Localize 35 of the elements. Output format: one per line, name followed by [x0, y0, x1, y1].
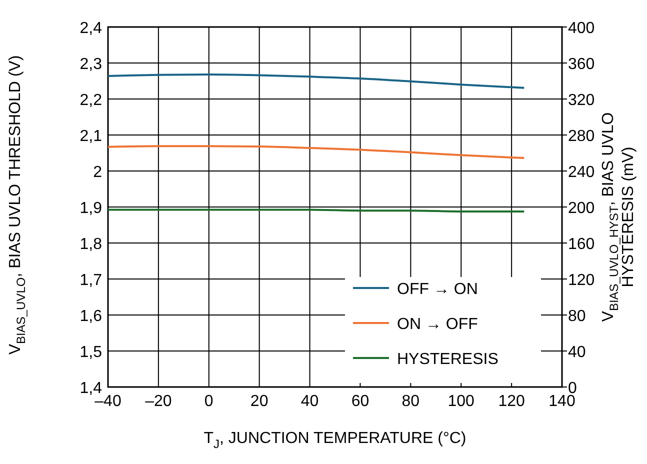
y2-tick-label: 80	[568, 308, 586, 325]
x-tick-label: 40	[300, 393, 319, 410]
line-series	[107, 74, 526, 89]
y2-tick-label: 240	[568, 164, 595, 181]
y-tick-label: 1,7	[80, 272, 102, 289]
y2-tick-label: 200	[568, 200, 595, 217]
x-tick-label: 120	[498, 393, 525, 410]
x-tick-label: 0	[204, 393, 214, 410]
y2-tick-label: 280	[568, 128, 595, 145]
legend-label: HYSTERESIS	[397, 351, 498, 368]
y-tick-label: 1,9	[80, 200, 102, 217]
y2-tick-label: 40	[568, 344, 586, 361]
legend-label: OFF → ON	[397, 281, 478, 298]
x-tick-label: 20	[250, 393, 268, 410]
x-axis-title: T$_{J}$, JUNCTION TEMPERATURE (°C)	[204, 430, 466, 451]
y-tick-label: 1,8	[80, 236, 102, 253]
y-tick-label: 1,5	[80, 344, 102, 361]
y2-tick-label: 400	[568, 20, 595, 37]
y-tick-label: 2,1	[80, 128, 102, 145]
y2-tick-label: 160	[568, 236, 595, 253]
x-tick-label: 140	[548, 393, 576, 410]
y2-tick-label: 360	[568, 56, 595, 73]
y-tick-label: 1,6	[80, 308, 102, 325]
x-tick-label: 100	[448, 393, 475, 410]
y-tick-label: 2,2	[80, 92, 102, 109]
y-tick-label: 2	[93, 164, 102, 181]
x-tick-label: 60	[351, 393, 370, 410]
x-tick-label: –20	[145, 393, 172, 410]
legend-label: ON → OFF	[397, 316, 478, 333]
line-series	[107, 145, 526, 160]
x-tick-label: 80	[402, 393, 420, 410]
y-tick-label: 2,4	[80, 20, 102, 37]
y-tick-label: 2,3	[80, 56, 102, 73]
y2-tick-label: 120	[568, 272, 595, 289]
y2-tick-label: 320	[568, 92, 595, 109]
